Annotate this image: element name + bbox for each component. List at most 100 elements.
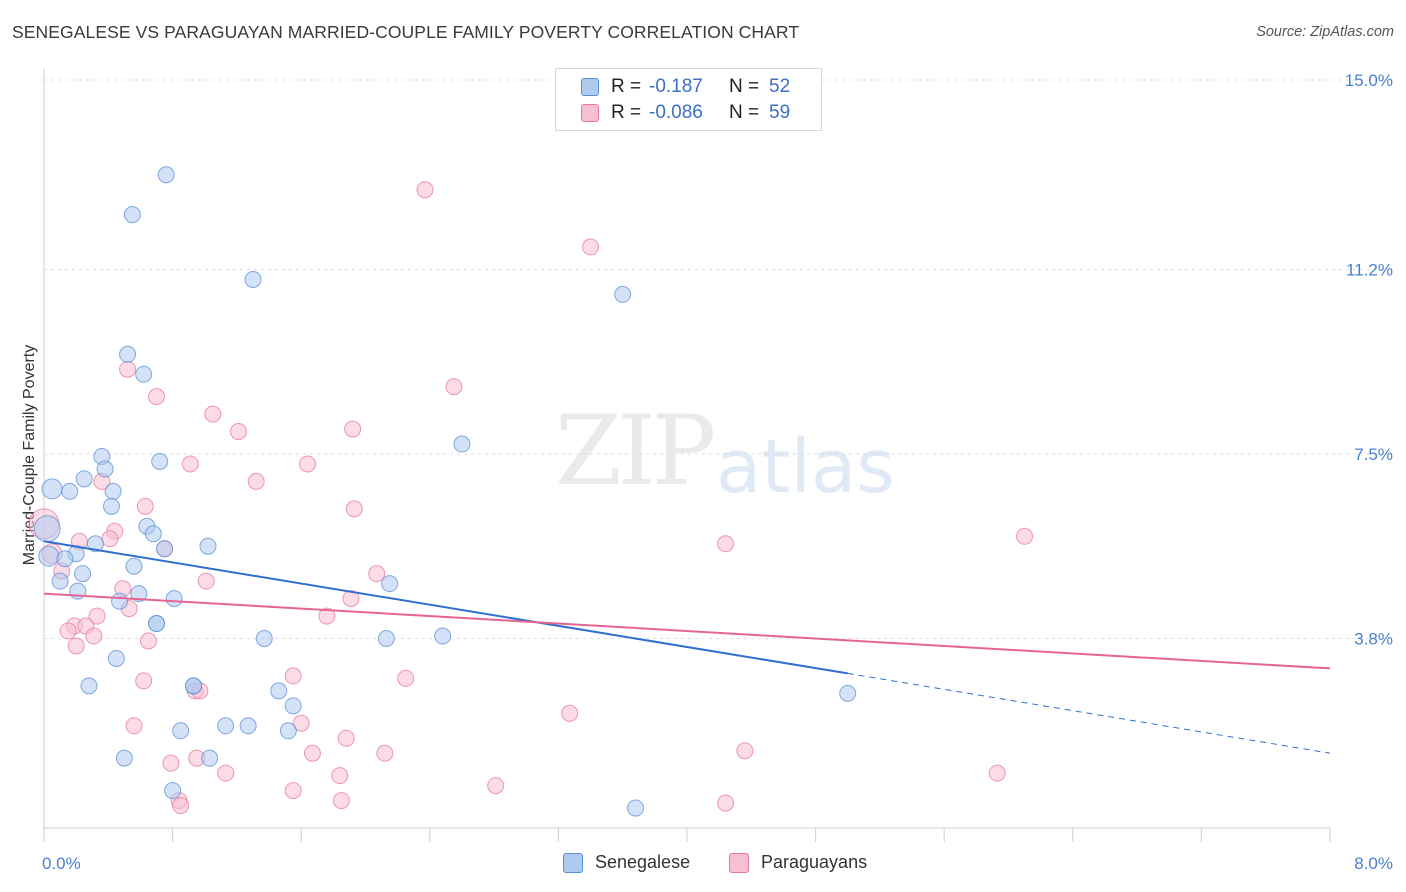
paraguayan-point — [162, 754, 180, 772]
senegalese-point — [148, 615, 166, 633]
senegalese-point — [255, 630, 273, 648]
paraguayan-point — [292, 714, 310, 732]
senegalese-point — [115, 749, 133, 767]
senegalese-point — [96, 460, 114, 478]
legend-swatch-paraguayans — [729, 852, 749, 873]
legend-swatch-senegalese — [563, 852, 583, 873]
senegalese-point — [164, 782, 182, 800]
senegalese-trendline-extension — [847, 672, 1331, 754]
paraguayan-point — [345, 500, 363, 518]
legend-n-value: 59 — [769, 102, 791, 123]
paraguayan-point — [376, 744, 394, 762]
legend-r-key: R = — [611, 102, 642, 123]
y-tick-label: 15.0% — [1345, 71, 1393, 90]
senegalese-point — [217, 717, 235, 735]
senegalese-point — [244, 270, 262, 288]
paraguayan-point — [332, 792, 350, 810]
paraguayan-point — [487, 777, 505, 795]
paraguayan-point — [284, 667, 302, 685]
legend-swatch-paraguayans — [581, 104, 599, 122]
legend-r-value: -0.086 — [649, 102, 703, 123]
senegalese-point — [165, 590, 183, 608]
paraguayan-point — [148, 388, 166, 406]
paraguayan-point — [217, 764, 235, 782]
senegalese-point — [199, 537, 217, 555]
legend-swatch-senegalese — [581, 78, 599, 96]
paraguayan-point — [736, 742, 754, 760]
paraguayan-point — [717, 535, 735, 553]
paraguayan-point — [125, 717, 143, 735]
senegalese-point — [627, 799, 645, 817]
senegalese-point — [184, 677, 202, 695]
legend-bottom: Senegalese Paraguayans — [0, 850, 1406, 878]
legend-n-value: 52 — [769, 76, 791, 97]
paraguayan-point — [135, 672, 153, 690]
legend-top: R = -0.187 N = 52 R = -0.086 N = 59 — [555, 68, 822, 131]
senegalese-point — [51, 572, 69, 590]
senegalese-point — [107, 649, 125, 667]
paraguayan-point — [344, 420, 362, 438]
paraguayan-trendline — [43, 592, 1331, 670]
senegalese-point — [156, 540, 174, 558]
senegalese-point — [144, 525, 162, 543]
paraguayan-point — [172, 797, 190, 815]
senegalese-point — [119, 345, 137, 363]
paraguayan-point — [85, 627, 103, 645]
legend-r-value: -0.187 — [649, 76, 703, 97]
senegalese-point — [239, 717, 257, 735]
senegalese-point — [381, 575, 399, 593]
senegalese-point — [135, 365, 153, 383]
legend-label-senegalese: Senegalese — [595, 852, 691, 872]
senegalese-point — [377, 630, 395, 648]
legend-item-senegalese: Senegalese — [563, 852, 690, 873]
paraguayan-point — [445, 378, 463, 396]
paraguayan-point — [139, 632, 157, 650]
senegalese-point — [201, 749, 219, 767]
paraguayan-point — [101, 530, 119, 548]
senegalese-point — [111, 592, 129, 610]
watermark-zip: ZIP — [555, 395, 716, 507]
paraguayan-point — [397, 669, 415, 687]
legend-row-senegalese: R = -0.187 N = 52 — [556, 74, 790, 100]
paraguayan-point — [416, 181, 434, 199]
chart-title: SENEGALESE VS PARAGUAYAN MARRIED-COUPLE … — [12, 22, 800, 42]
senegalese-point — [80, 677, 98, 695]
senegalese-point — [125, 557, 143, 575]
senegalese-point — [75, 470, 93, 488]
senegalese-point — [86, 535, 104, 553]
senegalese-point — [279, 722, 297, 740]
paraguayan-point — [181, 455, 199, 473]
x-tick-label: 8.0% — [1354, 854, 1393, 873]
watermark-atlas: atlas — [716, 424, 895, 510]
paraguayan-point — [197, 572, 215, 590]
senegalese-point — [151, 452, 169, 470]
x-tick-label: 0.0% — [42, 854, 81, 873]
senegalese-point — [56, 550, 74, 568]
legend-item-paraguayans: Paraguayans — [729, 852, 867, 873]
paraguayan-point — [331, 767, 349, 785]
legend-row-paraguayans: R = -0.086 N = 59 — [556, 100, 790, 126]
legend-label-paraguayans: Paraguayans — [761, 852, 868, 872]
legend-r-key: R = — [611, 76, 642, 97]
paraguayan-point — [67, 637, 85, 655]
senegalese-point — [61, 482, 79, 500]
chart-source: Source: ZipAtlas.com — [1256, 24, 1394, 40]
senegalese-point — [434, 627, 452, 645]
paraguayan-point — [136, 497, 154, 515]
paraguayan-point — [582, 238, 600, 256]
paraguayan-point — [337, 729, 355, 747]
senegalese-point — [104, 482, 122, 500]
senegalese-point — [839, 684, 857, 702]
paraguayan-point — [988, 764, 1006, 782]
paraguayan-point — [119, 360, 137, 378]
senegalese-trendline — [43, 540, 848, 675]
y-tick-label: 11.2% — [1346, 260, 1393, 279]
senegalese-point — [270, 682, 288, 700]
senegalese-point — [453, 435, 471, 453]
paraguayan-point — [230, 423, 248, 441]
senegalese-point — [103, 497, 121, 515]
legend-n-key: N = — [729, 76, 760, 97]
paraguayan-point — [561, 704, 579, 722]
senegalese-point — [41, 478, 63, 500]
